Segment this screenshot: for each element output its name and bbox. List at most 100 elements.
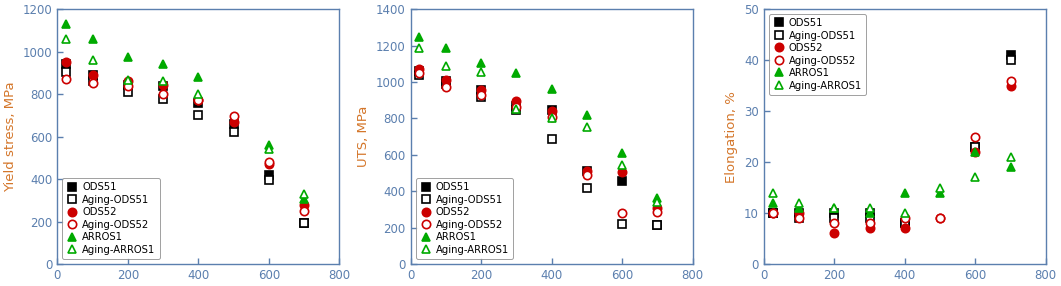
Aging-ODS51 — [262, 178, 275, 182]
Aging-ARROS1 — [969, 176, 981, 179]
Aging-ODS52 — [615, 211, 628, 215]
ARROS1 — [793, 206, 805, 210]
Legend: ODS51, Aging-ODS51, ODS52, Aging-ODS52, ARROS1, Aging-ARROS1: ODS51, Aging-ODS51, ODS52, Aging-ODS52, … — [769, 14, 866, 95]
Aging-ARROS1 — [439, 65, 452, 68]
Aging-ARROS1 — [934, 186, 946, 189]
Aging-ODS52 — [969, 135, 981, 138]
Aging-ODS51 — [580, 186, 593, 189]
ODS51 — [615, 179, 628, 183]
ODS52 — [227, 120, 240, 124]
ODS51 — [766, 211, 779, 215]
ARROS1 — [192, 76, 205, 79]
ARROS1 — [766, 201, 779, 204]
ARROS1 — [413, 36, 425, 39]
ODS52 — [545, 109, 558, 113]
Line: ODS51: ODS51 — [415, 67, 661, 229]
Line: ODS52: ODS52 — [415, 65, 661, 212]
Aging-ARROS1 — [510, 108, 523, 111]
ODS52 — [969, 150, 981, 154]
ODS51 — [413, 69, 425, 73]
ARROS1 — [580, 113, 593, 116]
Aging-ARROS1 — [899, 211, 911, 215]
ARROS1 — [828, 206, 840, 210]
Aging-ODS51 — [864, 217, 876, 220]
Aging-ODS51 — [157, 98, 170, 101]
ODS52 — [793, 211, 805, 215]
Aging-ODS52 — [439, 85, 452, 88]
Aging-ODS51 — [298, 221, 311, 224]
ARROS1 — [298, 198, 311, 201]
Aging-ODS51 — [615, 222, 628, 226]
Aging-ARROS1 — [766, 191, 779, 194]
Aging-ODS51 — [192, 114, 205, 117]
ARROS1 — [899, 191, 911, 194]
Line: Aging-ODS52: Aging-ODS52 — [415, 69, 661, 217]
Aging-ODS51 — [545, 138, 558, 141]
Aging-ODS51 — [227, 131, 240, 134]
ODS51 — [864, 211, 876, 215]
Aging-ODS52 — [864, 221, 876, 225]
ODS51 — [262, 173, 275, 176]
ODS52 — [864, 227, 876, 230]
ARROS1 — [969, 150, 981, 154]
Line: ODS51: ODS51 — [62, 60, 309, 227]
ARROS1 — [1004, 165, 1016, 169]
Aging-ODS51 — [413, 73, 425, 76]
Line: Aging-ODS51: Aging-ODS51 — [62, 68, 309, 227]
ARROS1 — [615, 151, 628, 155]
Aging-ODS51 — [766, 211, 779, 215]
Aging-ODS51 — [899, 221, 911, 225]
Aging-ODS52 — [121, 84, 134, 87]
Line: ODS52: ODS52 — [62, 58, 309, 209]
Aging-ODS51 — [439, 82, 452, 86]
Aging-ARROS1 — [192, 92, 205, 96]
Aging-ODS52 — [262, 160, 275, 164]
ODS51 — [192, 101, 205, 104]
ODS52 — [766, 211, 779, 215]
Aging-ODS51 — [969, 145, 981, 148]
ODS52 — [615, 170, 628, 174]
Aging-ARROS1 — [545, 117, 558, 120]
ARROS1 — [86, 37, 99, 41]
Aging-ODS52 — [793, 217, 805, 220]
Line: ARROS1: ARROS1 — [62, 20, 309, 203]
Aging-ODS52 — [766, 211, 779, 215]
Aging-ARROS1 — [615, 163, 628, 166]
ARROS1 — [510, 72, 523, 75]
ODS51 — [227, 122, 240, 126]
Aging-ODS51 — [86, 80, 99, 83]
ODS52 — [298, 203, 311, 206]
ODS51 — [474, 88, 487, 92]
Y-axis label: Elongation, %: Elongation, % — [726, 91, 738, 182]
ODS52 — [121, 79, 134, 83]
ARROS1 — [439, 47, 452, 50]
Legend: ODS51, Aging-ODS51, ODS52, Aging-ODS52, ARROS1, Aging-ARROS1: ODS51, Aging-ODS51, ODS52, Aging-ODS52, … — [416, 178, 512, 259]
Aging-ODS52 — [828, 221, 840, 225]
ODS51 — [545, 108, 558, 112]
Aging-ODS52 — [86, 82, 99, 85]
Aging-ODS52 — [192, 99, 205, 102]
ARROS1 — [934, 191, 946, 194]
ODS52 — [828, 232, 840, 235]
Aging-ODS52 — [580, 173, 593, 176]
ARROS1 — [651, 196, 664, 199]
ODS51 — [899, 221, 911, 225]
Aging-ARROS1 — [86, 58, 99, 62]
Line: ODS52: ODS52 — [768, 82, 1014, 238]
Aging-ODS52 — [1004, 79, 1016, 82]
ODS52 — [651, 206, 664, 209]
ARROS1 — [474, 61, 487, 65]
Line: Aging-ODS52: Aging-ODS52 — [62, 75, 309, 215]
ODS51 — [86, 73, 99, 77]
Aging-ODS51 — [510, 108, 523, 112]
Aging-ODS51 — [828, 217, 840, 220]
Aging-ARROS1 — [651, 200, 664, 204]
ODS52 — [510, 99, 523, 103]
Aging-ARROS1 — [580, 125, 593, 128]
ODS52 — [439, 78, 452, 82]
Aging-ODS52 — [413, 71, 425, 75]
Line: Aging-ARROS1: Aging-ARROS1 — [768, 153, 1014, 217]
Line: Aging-ARROS1: Aging-ARROS1 — [415, 44, 661, 206]
ODS51 — [510, 104, 523, 107]
Aging-ARROS1 — [864, 206, 876, 210]
